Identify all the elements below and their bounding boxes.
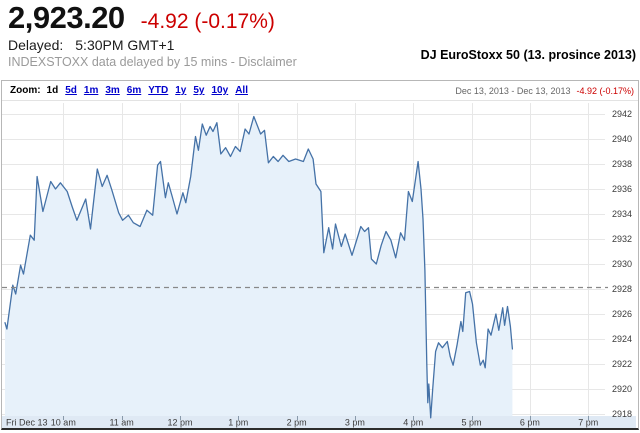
y-axis-label: 2920 xyxy=(612,384,632,394)
x-axis-label: 2 pm xyxy=(287,418,307,428)
zoom-range-10y[interactable]: 10y xyxy=(211,85,229,96)
toolbar-date-range: Dec 13, 2013 - Dec 13, 2013 -4.92 (-0.17… xyxy=(455,86,634,96)
zoom-range-6m[interactable]: 6m xyxy=(126,85,142,96)
price-line xyxy=(4,115,514,419)
price-area-fill xyxy=(5,116,513,418)
x-axis-label: 3 pm xyxy=(345,418,365,428)
zoom-range-list: 1d 5d 1m 3m 6m YTD 1y 5y 10y All xyxy=(47,85,248,96)
chart-widget: Zoom: 1d 5d 1m 3m 6m YTD 1y 5y 10y All Dec 13, 20… xyxy=(1,80,639,430)
x-axis-label: 12 pm xyxy=(167,418,192,428)
chart-caption: DJ EuroStoxx 50 (13. prosince 2013) xyxy=(420,48,636,62)
y-axis-label: 2930 xyxy=(612,259,632,269)
zoom-range-1m[interactable]: 1m xyxy=(83,85,99,96)
y-axis-label: 2934 xyxy=(612,209,632,219)
y-axis-label: 2940 xyxy=(612,134,632,144)
price-chart-plot[interactable]: 2918 2920 2922 2924 2926 2928 2930 2932 2934 2936… xyxy=(2,101,636,428)
quote-header: 2,923.20 -4.92 (-0.17%) Delayed: 5:30PM G… xyxy=(8,0,297,70)
y-axis-label: 2938 xyxy=(612,159,632,169)
y-axis-label: 2922 xyxy=(612,359,632,369)
x-axis-label: 5 pm xyxy=(462,418,482,428)
delayed-row: Delayed: 5:30PM GMT+1 xyxy=(8,37,297,54)
price-change: -4.92 (-0.17%) xyxy=(140,10,275,33)
y-axis-label: 2932 xyxy=(612,234,632,244)
date-range-text: Dec 13, 2013 - Dec 13, 2013 xyxy=(455,85,571,96)
y-axis-label: 2942 xyxy=(612,109,632,119)
last-price: 2,923.20 xyxy=(8,0,125,35)
range-change-text: -4.92 (-0.17%) xyxy=(576,85,634,96)
x-axis-label: 1 pm xyxy=(228,418,248,428)
y-axis-label: 2936 xyxy=(612,184,632,194)
x-axis-band xyxy=(2,416,636,428)
zoom-range-5y[interactable]: 5y xyxy=(193,85,205,96)
x-axis-label: 4 pm xyxy=(403,418,423,428)
delayed-time: 5:30PM GMT+1 xyxy=(75,37,175,53)
data-source-note[interactable]: INDEXSTOXX data delayed by 15 mins - Dis… xyxy=(8,55,297,69)
delayed-label: Delayed: xyxy=(8,37,64,53)
zoom-label: Zoom: xyxy=(10,85,41,96)
zoom-range-5d[interactable]: 5d xyxy=(65,85,77,96)
y-axis-label: 2924 xyxy=(612,334,632,344)
zoom-range-1d[interactable]: 1d xyxy=(46,85,59,96)
zoom-range-3m[interactable]: 3m xyxy=(105,85,120,96)
zoom-range-ytd[interactable]: YTD xyxy=(148,85,169,96)
y-axis-label: 2918 xyxy=(612,409,632,419)
chart-toolbar: Zoom: 1d 5d 1m 3m 6m YTD 1y 5y 10y All Dec 13, 20… xyxy=(2,81,638,101)
price-chart-svg[interactable]: 2918 2920 2922 2924 2926 2928 2930 2932 2934 2936… xyxy=(2,101,636,428)
x-axis-label: 11 am xyxy=(109,418,133,428)
x-axis-label: Fri Dec 13 xyxy=(6,418,48,428)
x-axis-label: 7 pm xyxy=(578,418,598,428)
x-axis-label: 6 pm xyxy=(520,418,540,428)
y-axis-label: 2926 xyxy=(612,309,632,319)
x-axis-label: 10 am xyxy=(51,418,76,428)
zoom-range-1y[interactable]: 1y xyxy=(175,85,187,96)
y-axis-label: 2928 xyxy=(612,284,632,294)
zoom-range-all[interactable]: All xyxy=(235,85,248,96)
